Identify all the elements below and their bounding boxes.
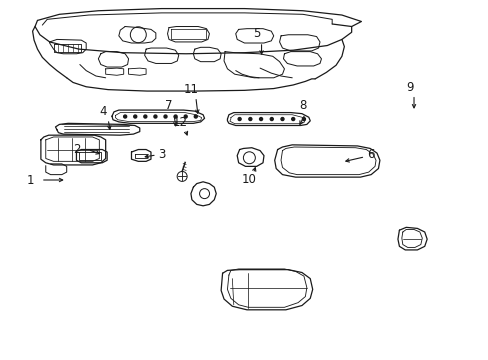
Circle shape [123,115,126,118]
Circle shape [154,115,157,118]
Text: 11: 11 [183,83,198,96]
Circle shape [259,118,262,121]
Text: 10: 10 [242,173,256,186]
Circle shape [248,118,251,121]
Text: 2: 2 [73,143,80,156]
Text: 8: 8 [299,99,306,112]
Text: 4: 4 [99,105,107,118]
Text: 1: 1 [26,174,34,186]
Circle shape [194,115,197,118]
Circle shape [134,115,137,118]
Circle shape [174,115,177,118]
Circle shape [184,115,187,118]
Circle shape [302,118,305,121]
Text: 5: 5 [252,27,260,40]
Text: 6: 6 [366,148,374,161]
Text: 7: 7 [165,99,172,112]
Circle shape [291,118,294,121]
Circle shape [270,118,273,121]
Circle shape [281,118,284,121]
Circle shape [163,115,167,118]
Circle shape [143,115,146,118]
Text: 9: 9 [406,81,413,94]
Circle shape [238,118,241,121]
Text: 3: 3 [158,148,165,161]
Text: 12: 12 [172,116,187,129]
